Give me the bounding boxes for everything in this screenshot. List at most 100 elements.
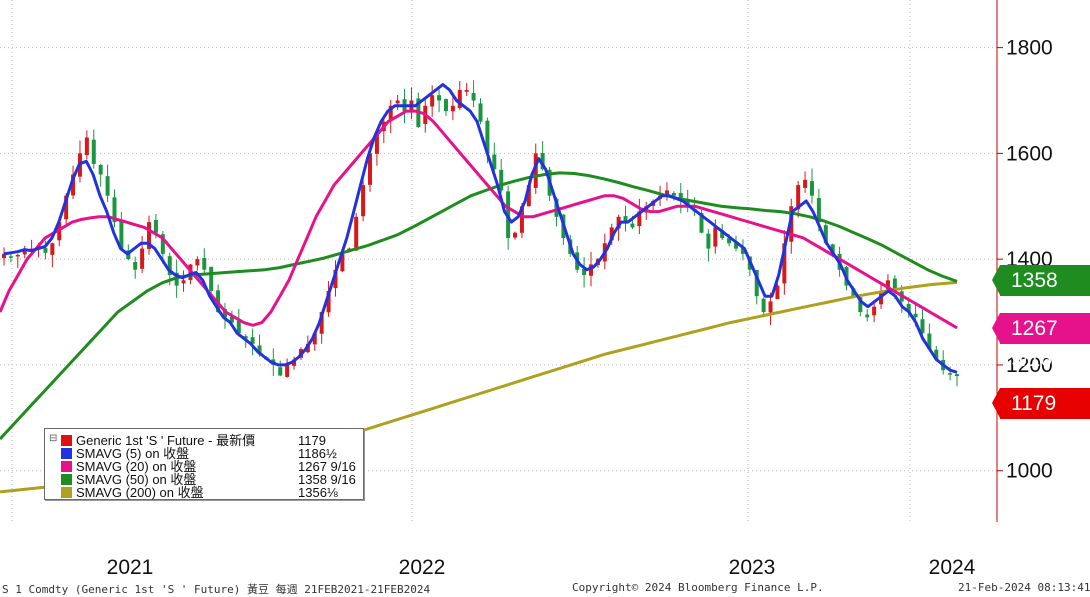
candle-body [582,268,587,276]
legend-collapse-icon[interactable]: ⊟ [49,433,58,444]
candle-body [782,243,787,284]
candle-body [354,216,359,251]
candle-body [906,303,911,313]
candle-body [796,185,801,210]
candle-body [913,313,918,318]
candle-body [740,248,745,254]
candle-body [105,176,110,196]
candle-body [250,337,255,344]
footer-timestamp: 21-Feb-2024 08:13:41 [958,581,1090,594]
candle-body [816,197,821,223]
legend-row: SMAVG (200) on 收盤 1356⅛ [61,485,338,501]
candle-body [471,92,476,101]
candle-body [236,320,241,334]
candle-body [278,367,283,376]
legend-label: SMAVG (5) on 收盤 [76,446,190,461]
legend-value: 1179 [298,433,326,448]
legend-row: SMAVG (20) on 收盤 1267 9/16 [61,459,356,475]
candle-body [98,164,103,175]
candle-body [809,181,814,196]
x-tick-label: 2021 [107,556,154,579]
candle-body [540,153,545,170]
candle-body [2,253,6,259]
candle-body [803,179,808,188]
candle-body [374,132,379,154]
candle-body [526,185,531,207]
footer-ticker: S 1 Comdty (Generic 1st 'S ' Future) 黃豆 … [2,583,431,596]
series-line [0,171,958,441]
candle-body [616,216,621,229]
legend-row: SMAVG (5) on 收盤 1186½ [61,446,337,462]
candle-body [588,264,593,276]
candle-body [395,100,400,104]
candle-body [554,198,559,217]
y-tick-label: 1600 [1006,142,1053,165]
candle-body [955,374,959,377]
legend-value: 1186½ [298,446,337,461]
legend-label: Generic 1st 'S ' Future - 最新價 [76,433,256,448]
legend: ⊟ Generic 1st 'S ' Future - 最新價 1179 SMAV… [44,428,364,500]
candle-body [533,153,538,188]
candle-body [22,251,27,255]
candle-body [133,262,138,270]
candle-body [229,316,234,323]
candle-body [865,314,870,318]
candle-body [312,333,317,345]
candle-body [892,278,897,291]
y-tick-label: 1200 [1006,354,1053,377]
legend-swatch [61,448,72,459]
candle-body [706,233,711,249]
label-sma20: 1267 9/16 [992,313,1090,371]
candle-body [292,359,297,366]
candle-body [630,223,635,228]
candle-body [119,220,124,249]
legend-value: 1356⅛ [298,485,338,500]
candle-body [485,120,490,154]
footer-copyright: Copyright© 2024 Bloomberg Finance L.P. [572,581,824,594]
candle-body [285,364,290,377]
candle-body [202,257,207,270]
candle-body [713,227,718,247]
candle-body [388,105,393,121]
legend-value: 1358 9/16 [298,472,356,487]
moving-average-lines [0,83,958,494]
legend-swatch [61,435,72,446]
label-last-price: 1179 [992,388,1090,419]
candle-body [361,185,366,217]
y-tick-label: 1800 [1006,37,1053,60]
candle-body [326,290,331,313]
candle-body [499,169,504,191]
legend-swatch [61,461,72,472]
y-tick-label: 1000 [1006,460,1053,483]
candle-body [492,154,497,170]
candle-body [927,333,932,350]
candle-body [464,89,469,92]
legend-value: 1267 9/16 [298,459,356,474]
x-tick-label: 2024 [929,556,976,579]
candle-body [64,195,69,220]
candle-body [720,230,725,238]
candle-body [450,105,455,112]
legend-label: SMAVG (200) on 收盤 [76,485,204,500]
legend-label: SMAVG (50) on 收盤 [76,472,197,487]
candle-body [181,280,186,284]
candlestick-series [2,80,959,387]
candle-body [443,99,448,112]
candle-body [872,306,877,316]
candle-body [71,174,76,196]
candle-body [50,243,55,255]
candle-body [664,190,669,196]
candle-body [195,259,200,266]
candle-body [754,269,759,297]
candle-body [678,193,683,201]
candle-body [623,216,628,223]
x-axis: 2021 2022 2023 2024 [107,556,976,579]
candle-body [153,219,158,233]
series-line [3,83,958,374]
candle-body [457,89,462,108]
candle-body [858,297,863,313]
legend-row: Generic 1st 'S ' Future - 最新價 1179 [61,433,326,449]
candle-body [934,349,939,360]
candle-body [830,244,835,254]
